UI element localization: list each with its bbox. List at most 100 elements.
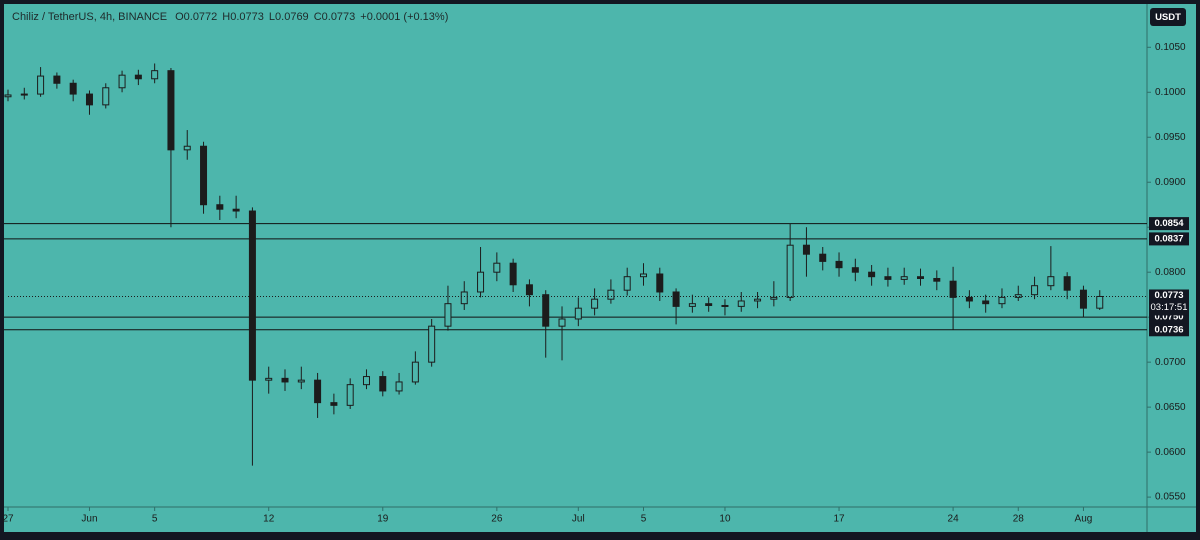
candle-body [542,294,550,327]
candle-body [265,377,273,381]
candle-body [639,273,647,278]
x-tick-label: 17 [833,514,845,525]
x-tick-label: 27 [2,514,14,525]
candle-body [69,82,77,95]
x-tick-label: 5 [152,514,158,525]
candle-body [721,304,729,307]
candle-body [1063,276,1071,291]
level-label: 0.0736 [1154,324,1183,335]
candle-body [232,208,240,212]
candle-body [851,267,859,273]
candle-body [933,277,941,282]
ohlc-key: H [222,11,230,23]
candle-body [607,289,615,300]
candle-body [1079,289,1087,309]
countdown: 03:17:51 [1151,302,1188,313]
candle-body [118,74,126,89]
candle-body [1047,276,1055,287]
y-tick-label: 0.0550 [1155,492,1186,503]
candle-body [819,253,827,262]
y-tick-label: 0.0900 [1155,177,1186,188]
y-tick-label: 0.0800 [1155,267,1186,278]
ohlc-key: L [269,11,275,23]
candle-body [1014,294,1022,298]
candle-body [754,298,762,302]
candle-body [558,318,566,327]
candle-body [884,276,892,280]
x-tick-label: Aug [1075,514,1093,525]
candle-body [379,376,387,392]
currency-button[interactable]: USDT [1155,12,1181,23]
currency-button-bg[interactable] [1150,8,1186,26]
candle-body [53,75,61,84]
x-tick-label: 26 [491,514,503,525]
candle-body [835,260,843,269]
candle-body [656,273,664,293]
candle-body [37,75,45,95]
ohlc-value: 0.0772 [184,11,218,23]
candle-body [85,93,93,106]
level-label: 0.0837 [1154,233,1183,244]
candle-body [460,291,468,305]
candle-body [330,402,338,406]
x-tick-label: 10 [719,514,731,525]
candle-body [770,296,778,300]
candle-body [151,70,159,80]
y-tick-label: 0.0700 [1155,357,1186,368]
last-price-bg [1149,289,1189,316]
level-label: 0.0750 [1154,312,1183,323]
candle-body [4,94,12,98]
x-tick-label: 24 [948,514,960,525]
candle-body [802,244,810,255]
candle-body [297,379,305,383]
candle-body [591,298,599,309]
candle-body [786,244,794,298]
candle-body [248,210,256,381]
candle-body [672,291,680,307]
candle-body [525,284,533,296]
candle-body [1031,285,1039,296]
level-label-bg [1149,217,1189,231]
candle-body [428,325,436,363]
candle-body [705,303,713,306]
y-tick-label: 0.1000 [1155,87,1186,98]
candle-body [134,74,142,80]
y-tick-label: 0.1050 [1155,42,1186,53]
candle-body [737,300,745,307]
symbol: Chiliz / TetherUS, 4h, BINANCE [12,11,167,23]
y-tick-label: 0.0600 [1155,447,1186,458]
level-label-bg [1149,232,1189,246]
level-label: 0.0854 [1154,218,1184,229]
candle-body [688,303,696,307]
candle-body [281,377,289,383]
y-tick-label: 0.0950 [1155,132,1186,143]
chart-background [4,4,1196,532]
change: +0.0001 (+0.13%) [360,11,448,23]
header: Chiliz / TetherUS, 4h, BINANCE O0.0772 H0.… [12,11,448,23]
candle-body [917,276,925,279]
candle-body [900,276,908,280]
candle-body [20,93,28,96]
candle-body [965,296,973,302]
candle-body [623,276,631,291]
candle-body [868,271,876,278]
candle-body [216,204,224,210]
candle-body [167,70,175,151]
candle-body [982,300,990,305]
x-tick-label: Jul [572,514,585,525]
candle-body [395,381,403,392]
ohlc-key: C [314,11,322,23]
ohlc-value: 0.0773 [230,11,264,23]
x-tick-label: Jun [81,514,97,525]
x-tick-label: 28 [1013,514,1025,525]
candle-body [346,384,354,406]
candle-body [183,145,191,151]
candle-body [493,262,501,273]
ohlc-value: 0.0769 [275,11,309,23]
last-price-label: 0.0773 [1154,290,1183,301]
y-tick-label: 0.0650 [1155,402,1186,413]
candle-body [1096,295,1104,309]
ohlc-value: 0.0773 [322,11,356,23]
candle-body [411,361,419,383]
